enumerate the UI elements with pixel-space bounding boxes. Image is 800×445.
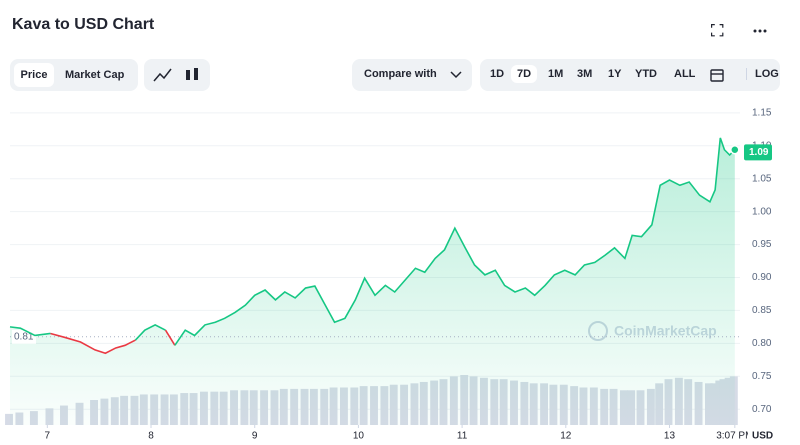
range-button[interactable]: YTD	[635, 68, 657, 80]
chevron	[450, 71, 462, 79]
range-button[interactable]: 7D	[511, 65, 538, 83]
current-price-label: 1.09	[749, 147, 769, 158]
y-tick-label: 0.85	[752, 305, 772, 316]
price-line	[174, 137, 736, 346]
price-line	[134, 324, 166, 341]
y-tick-label: 1.15	[752, 108, 772, 119]
view-icons	[153, 68, 198, 82]
view-toggle[interactable]	[144, 59, 210, 91]
unit-bg	[748, 428, 800, 445]
price-area	[10, 137, 735, 426]
range-button[interactable]: 3M	[577, 68, 593, 80]
y-tick-label: 0.75	[752, 371, 772, 382]
x-tick-label: 11	[457, 431, 468, 442]
price-button[interactable]: Price	[14, 63, 54, 87]
x-tick-label: 3:07 PM	[716, 431, 753, 442]
reference-label: 0.81	[14, 331, 34, 342]
range-button[interactable]: ALL	[674, 68, 696, 80]
x-tick-label: 8	[148, 431, 154, 442]
compare-select[interactable]: Compare with	[352, 59, 472, 91]
last-point	[730, 145, 740, 155]
x-tick-label: 7	[45, 431, 51, 442]
title: Kava to USD Chart	[12, 16, 155, 33]
y-tick-label: 1.05	[752, 173, 772, 184]
y-tick-label: 1.00	[752, 206, 772, 217]
x-tick-label: 10	[353, 431, 365, 442]
icons	[711, 24, 767, 37]
x-tick-label: 13	[664, 431, 676, 442]
y-tick-label: 0.95	[752, 239, 772, 250]
y-tick-label: 0.90	[752, 272, 772, 283]
type-toggle: Price Market Cap	[10, 59, 138, 91]
marketcap-button[interactable]: Market Cap	[65, 69, 125, 81]
price-line	[9, 326, 51, 337]
range-button[interactable]: 1Y	[608, 68, 622, 80]
range-toggle: 1D 7D 1M 3M 1Y YTD ALL LOG	[480, 59, 780, 91]
x-tick-label: 12	[560, 431, 572, 442]
log-button[interactable]: LOG	[746, 68, 779, 80]
range-button[interactable]: 1D	[490, 68, 505, 80]
x-tick-label: 9	[252, 431, 258, 442]
calendar-icon[interactable]	[709, 67, 725, 83]
y-tick-label: 0.80	[752, 338, 772, 349]
price-line	[164, 329, 176, 346]
current-price-bg	[744, 144, 772, 161]
y-unit: USD	[752, 431, 773, 442]
compare-label: Compare with	[364, 68, 437, 80]
range-button[interactable]: 1M	[548, 68, 564, 80]
price-line	[50, 332, 136, 355]
y-tick-label: 0.70	[752, 404, 772, 415]
volume-bar	[5, 413, 13, 425]
